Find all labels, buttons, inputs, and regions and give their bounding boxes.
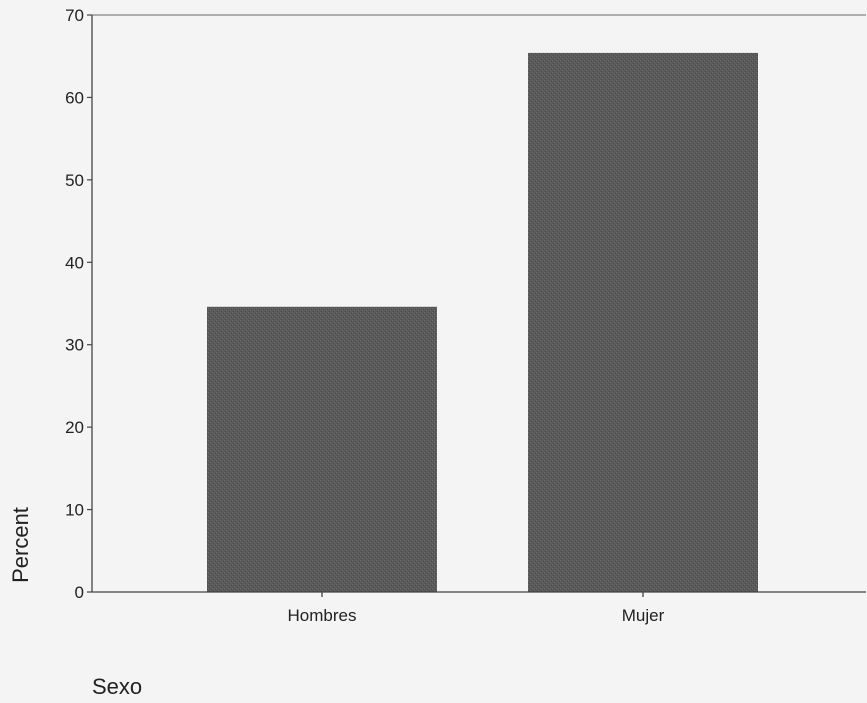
axes-layer: Hombres Mujer 0 10 20 30 40 50 60 70 [65, 6, 866, 625]
y-tick-label: 50 [65, 171, 84, 190]
bar-mujer [528, 52, 758, 593]
y-tick-label: 30 [65, 336, 84, 355]
y-tick-label: 40 [65, 253, 84, 272]
x-tick-label-hombres: Hombres [288, 606, 357, 625]
y-tick-label: 60 [65, 88, 84, 107]
x-tick-label-mujer: Mujer [622, 606, 665, 625]
y-tick-label: 0 [75, 583, 84, 602]
y-tick-label: 10 [65, 501, 84, 520]
y-tick-label: 70 [65, 6, 84, 25]
bars-layer [207, 52, 758, 593]
y-tick-label: 20 [65, 418, 84, 437]
y-axis-title: Percent [8, 507, 33, 583]
x-axis-title: Sexo [92, 674, 142, 699]
bar-hombres [207, 306, 437, 592]
